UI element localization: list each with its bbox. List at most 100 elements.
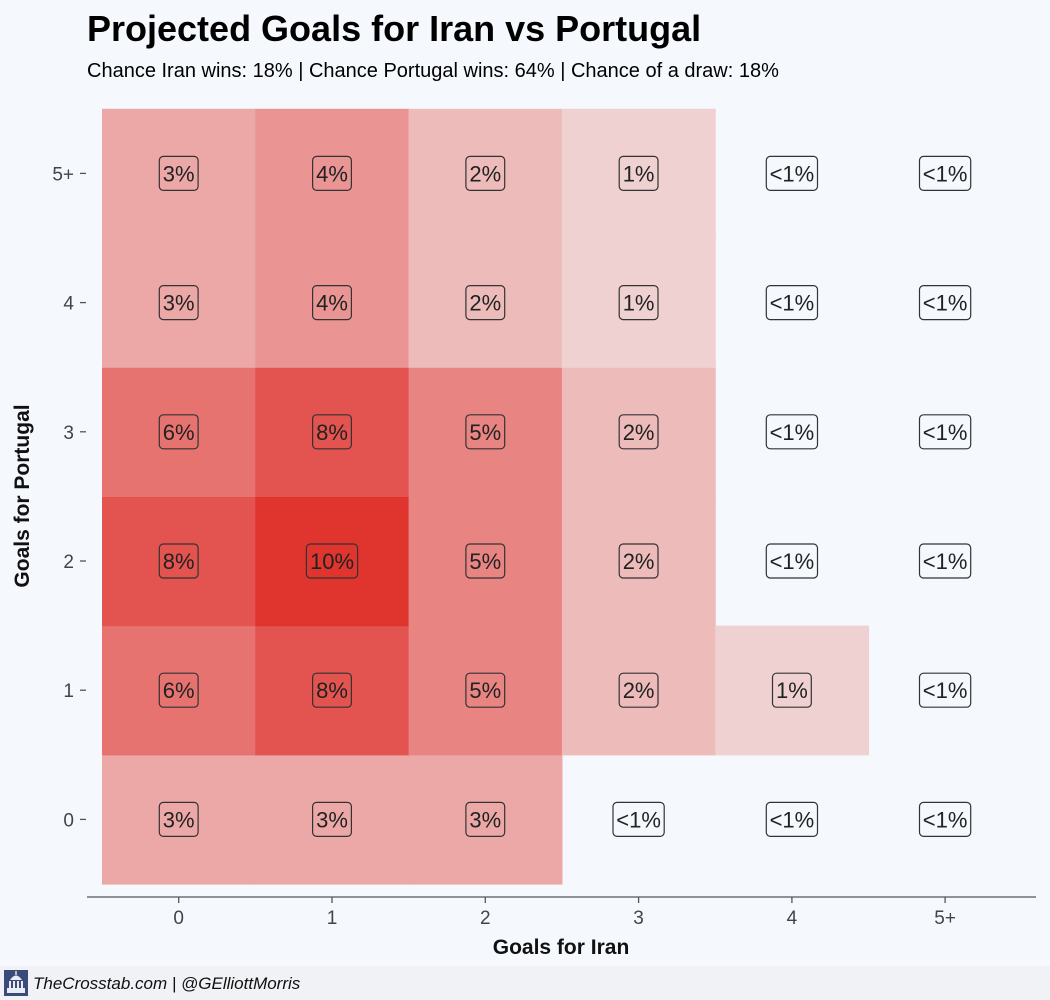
cell-label-box [158,414,199,450]
cell-value-label: 5% [465,543,506,579]
cell-value-label: 3% [158,155,199,191]
heatmap-cell [408,754,563,885]
y-tick-label: 5+ [52,164,74,185]
cell-value-label: <1% [918,155,972,191]
cell-value-label: <1% [765,155,819,191]
cell-value-label: 4% [312,285,353,321]
cell-value-label: 10% [305,543,359,579]
cell-label-text: 3% [469,807,501,832]
cell-label-box [765,285,819,321]
heatmap-cell [255,108,410,239]
cell-label-text: 4% [316,161,348,186]
cell-label-text: 1% [623,291,655,316]
heatmap-cell [561,238,716,368]
cell-label-text: 2% [623,549,655,574]
cell-label-box [918,285,972,321]
heatmap-cell [102,496,256,627]
cell-value-label: 1% [618,285,659,321]
cell-label-box [465,672,506,708]
cell-label-box [158,543,199,579]
cell-value-label: <1% [918,285,972,321]
cell-label-text: 6% [163,678,195,703]
cell-value-label: 1% [618,155,659,191]
heatmap-cells [102,108,870,885]
cell-label-box [765,414,819,450]
cell-label-text: 2% [469,291,501,316]
cell-label-box [618,672,659,708]
cell-value-label: 2% [618,414,659,450]
y-tick-label: 1 [63,681,74,702]
heatmap-cell [561,367,716,497]
x-tick-label: 4 [787,908,798,929]
cell-value-label: <1% [612,801,665,838]
cell-label-text: 10% [310,549,354,574]
cell-value-label: 8% [158,543,199,579]
cell-label-text: <1% [923,549,968,574]
cell-label-box [312,285,353,321]
capitol-icon [4,970,28,996]
heatmap-cell [408,108,563,239]
cell-label-text: <1% [923,291,968,316]
heatmap-cell [102,238,256,368]
footer-credit: TheCrosstab.com | @GElliottMorris [33,974,301,993]
heatmap-cell [408,367,563,497]
cell-label-box [312,155,353,191]
heatmap-cell [408,238,563,368]
heatmap-cell [255,367,410,497]
cell-value-label: 3% [158,801,199,838]
cell-label-text: 5% [469,678,501,703]
cell-label-box [771,672,812,708]
heatmap-cell [102,108,256,239]
cell-label-box [158,285,199,321]
cell-label-box [312,672,353,708]
chart-title: Projected Goals for Iran vs Portugal [87,8,702,49]
cell-label-text: <1% [923,807,968,832]
x-axis-title: Goals for Iran [493,936,630,959]
heatmap-cell [102,754,256,885]
cell-label-text: 5% [469,549,501,574]
heatmap-cell [408,496,563,627]
cell-value-label: <1% [918,801,972,838]
cell-value-label: 2% [618,672,659,708]
cell-label-box [918,672,972,708]
heatmap-cell [255,625,410,756]
y-tick-label: 2 [63,552,74,573]
cell-label-box [918,801,972,838]
cell-label-box [765,155,819,191]
cell-label-text: 3% [316,807,348,832]
cell-value-label: 5% [465,414,506,450]
cell-value-label: 6% [158,414,199,450]
cell-label-text: 3% [163,291,195,316]
cell-label-box [618,414,659,450]
cell-label-text: <1% [770,807,815,832]
cell-label-box [765,801,819,838]
cell-label-box [465,801,506,838]
heatmap-cell [561,496,716,627]
cell-value-label: 5% [465,672,506,708]
cell-value-label: 8% [312,672,353,708]
cell-label-text: 2% [469,161,501,186]
cell-label-box [465,155,506,191]
x-tick-label: 3 [633,908,644,929]
cell-label-text: <1% [923,678,968,703]
cell-label-box [305,543,359,579]
heatmap-cell [715,625,870,756]
cell-label-box [612,801,665,838]
cell-label-text: 3% [163,807,195,832]
cell-value-label: 8% [312,414,353,450]
cell-value-label: 2% [618,543,659,579]
cell-label-box [765,543,819,579]
y-tick-label: 3 [63,423,74,444]
x-tick-label: 2 [480,908,491,929]
cell-label-text: 8% [316,420,348,445]
cell-value-label: 3% [465,801,506,838]
footer: TheCrosstab.com | @GElliottMorris [0,966,1050,1000]
y-axis-ticks: 0 1 2 3 4 5+ [52,164,86,831]
cell-label-text: 4% [316,291,348,316]
cell-label-box [918,155,972,191]
cell-value-label: <1% [918,543,972,579]
cell-label-text: 8% [163,549,195,574]
cell-value-label: 3% [158,285,199,321]
cell-label-box [158,155,199,191]
cell-label-text: <1% [923,420,968,445]
